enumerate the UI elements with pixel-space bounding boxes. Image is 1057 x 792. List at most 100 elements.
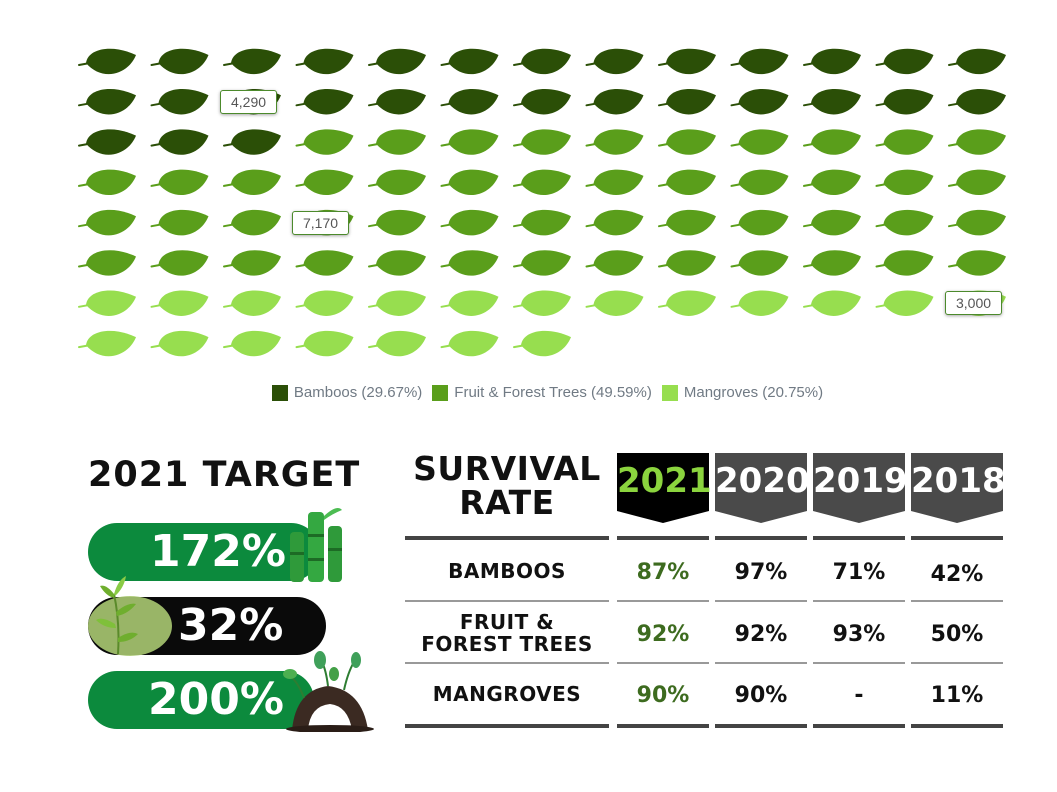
leaf-icon-mangroves xyxy=(730,290,789,316)
leaf-icon-bamboos xyxy=(150,89,209,115)
table-rule xyxy=(715,724,807,728)
leaf-icon-fruit-forest xyxy=(875,209,934,236)
bamboos-target-pill: 172% xyxy=(88,523,320,581)
table-rule xyxy=(617,724,709,728)
legend-swatch-bamboos xyxy=(271,384,288,401)
legend-label-fruit-forest: Fruit & Forest Trees (49.59%) xyxy=(454,384,652,401)
leaf-icon-bamboos xyxy=(585,48,644,75)
leaf-icon-mangroves xyxy=(368,330,426,357)
legend-item-bamboos[interactable]: Bamboos (29.67%) xyxy=(271,384,423,401)
leaf-icon-fruit-forest xyxy=(295,250,354,276)
leaf-icon-bamboos xyxy=(513,89,571,115)
legend-swatch-fruit-forest xyxy=(432,384,449,401)
table-rule xyxy=(405,536,609,540)
leaf-icon-fruit-forest xyxy=(875,129,934,155)
leaf-icon-fruit-forest xyxy=(78,250,136,276)
year-header-2021: 2021 xyxy=(617,453,712,525)
leaf-icon-fruit-forest xyxy=(803,209,861,236)
row-divider xyxy=(617,600,709,602)
leaf-icon-bamboos xyxy=(658,48,716,75)
row-label-fruit-forest: FRUIT & FOREST TREES xyxy=(405,611,609,655)
leaf-icon-fruit-forest xyxy=(730,129,789,155)
leaf-icon-mangroves xyxy=(803,290,861,316)
leaf-icon-bamboos xyxy=(948,48,1006,75)
leaf-icon-fruit-forest xyxy=(513,209,571,236)
table-rule xyxy=(911,536,1003,540)
leaf-icon-bamboos xyxy=(368,48,426,75)
chart-legend: Bamboos (29.67%) Fruit & Forest Trees (4… xyxy=(0,384,1057,401)
survival-title-line1: SURVIVAL xyxy=(413,449,601,488)
leaf-icon-fruit-forest xyxy=(513,129,571,155)
fruit-forest-target-value: 32% xyxy=(178,600,284,651)
leaf-icon-fruit-forest xyxy=(440,209,499,236)
row-divider xyxy=(405,600,609,602)
leaf-icon-mangroves xyxy=(440,330,499,357)
leaf-icon-mangroves xyxy=(513,330,571,357)
survival-rate-title: SURVIVAL RATE xyxy=(405,452,609,520)
leaf-icon-fruit-forest xyxy=(440,169,499,196)
leaf-icon-bamboos xyxy=(78,48,136,75)
leaf-icon-fruit-forest xyxy=(513,169,571,196)
mangroves-value-callout: 3,000 xyxy=(945,291,1003,315)
leaf-icon-bamboos xyxy=(875,48,934,75)
leaf-icon-bamboos xyxy=(513,48,571,75)
year-label-2019: 2019 xyxy=(813,461,908,501)
leaf-icon-fruit-forest xyxy=(78,209,136,236)
leaf-icon-fruit-forest xyxy=(658,209,716,236)
year-label-2018: 2018 xyxy=(911,461,1006,501)
leaf-icon-mangroves xyxy=(295,290,354,316)
leaf-icon-fruit-forest xyxy=(513,250,571,276)
cell-mangroves-2019: - xyxy=(854,683,864,708)
row-divider xyxy=(813,662,905,664)
legend-item-fruit-forest[interactable]: Fruit & Forest Trees (49.59%) xyxy=(432,384,652,401)
leaf-icon-bamboos xyxy=(295,48,354,75)
table-rule xyxy=(405,724,609,728)
bamboos-value-callout: 4,290 xyxy=(220,90,278,114)
mangrove-sprout-icon xyxy=(283,651,374,732)
row-label-line: BAMBOOS xyxy=(448,559,566,583)
leaf-icon-fruit-forest xyxy=(585,209,644,236)
cell-fruit-forest-2020: 92% xyxy=(734,622,788,647)
row-divider xyxy=(617,662,709,664)
leaf-icon-mangroves xyxy=(875,290,934,316)
legend-label-bamboos: Bamboos (29.67%) xyxy=(293,384,423,401)
cell-bamboos-2021: 87% xyxy=(636,560,690,585)
leaf-icon-fruit-forest xyxy=(875,250,934,276)
leaf-icon-fruit-forest xyxy=(875,169,934,196)
row-label-bamboos: BAMBOOS xyxy=(405,560,609,582)
cell-mangroves-2021: 90% xyxy=(636,683,690,708)
table-rule xyxy=(715,536,807,540)
row-divider xyxy=(405,662,609,664)
leaf-icon-mangroves xyxy=(78,330,136,357)
leaf-icon-fruit-forest xyxy=(730,169,789,196)
tea-plant-icon xyxy=(88,576,172,656)
leaf-icon-bamboos xyxy=(223,48,281,75)
leaf-icon-fruit-forest xyxy=(585,250,644,276)
legend-item-mangroves[interactable]: Mangroves (20.75%) xyxy=(661,384,823,401)
year-header-2019: 2019 xyxy=(813,453,908,525)
year-header-2018: 2018 xyxy=(911,453,1006,525)
leaf-icon-fruit-forest xyxy=(803,169,861,196)
year-header-2020: 2020 xyxy=(715,453,810,525)
leaf-icon-mangroves xyxy=(295,330,354,357)
mangroves-target-pill: 200% xyxy=(88,671,314,729)
year-label-2021: 2021 xyxy=(617,461,712,501)
leaf-icon-fruit-forest xyxy=(948,129,1006,155)
leaf-icon-fruit-forest xyxy=(803,250,861,276)
leaf-icon-bamboos xyxy=(78,89,136,115)
table-rule xyxy=(911,724,1003,728)
row-label-line: FRUIT & xyxy=(459,610,555,634)
leaf-icon-fruit-forest xyxy=(730,250,789,276)
cell-bamboos-2019: 71% xyxy=(832,560,886,585)
cell-fruit-forest-2019: 93% xyxy=(832,622,886,647)
leaf-icon-mangroves xyxy=(150,330,209,357)
row-label-line: MANGROVES xyxy=(432,682,582,706)
leaf-icon-mangroves xyxy=(513,290,571,316)
leaf-icon-fruit-forest xyxy=(948,169,1006,196)
leaf-icon-fruit-forest xyxy=(585,129,644,155)
leaf-icon-bamboos xyxy=(658,89,716,115)
leaf-icon-mangroves xyxy=(440,290,499,316)
cell-fruit-forest-2021: 92% xyxy=(636,622,690,647)
leaf-icon-fruit-forest xyxy=(223,250,281,276)
leaf-icon-mangroves xyxy=(585,290,644,316)
